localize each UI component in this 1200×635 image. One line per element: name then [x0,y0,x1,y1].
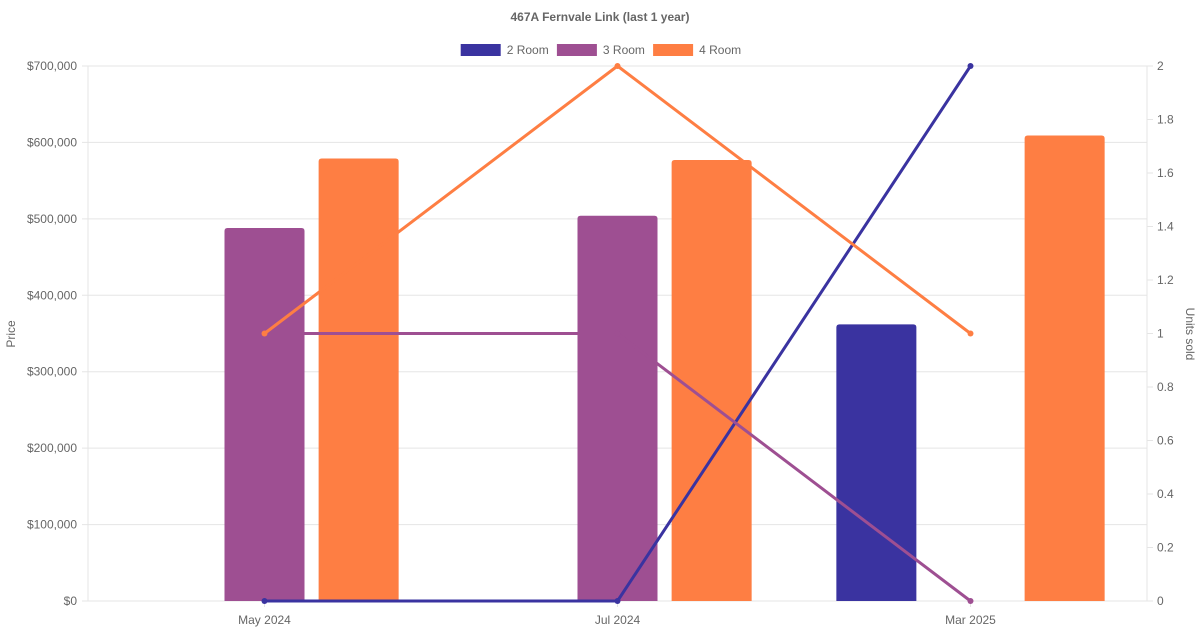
point-3-room-jul-2024[interactable] [614,330,621,337]
legend-item-4-room[interactable]: 4 Room [653,43,741,57]
y-left-tick-label: $500,000 [27,212,77,226]
legend-label: 2 Room [507,43,549,57]
point-4-room-mar-2025[interactable] [967,330,974,337]
bar-3-room-may-2024[interactable] [224,228,305,601]
y-right-tick-label: 0.8 [1157,380,1174,394]
legend-swatch [653,44,694,56]
y-left-tick-label: $400,000 [27,288,77,302]
bar-4-room-may-2024[interactable] [318,158,399,601]
y-left-tick-label: $200,000 [27,441,77,455]
point-3-room-mar-2025[interactable] [967,598,974,604]
y-right-axis-label: Units sold [1183,308,1197,361]
y-left-tick-label: $300,000 [27,365,77,379]
y-right-tick-label: 0 [1157,594,1164,608]
y-right-tick-label: 1.8 [1157,113,1174,127]
y-right-tick-label: 1.6 [1157,166,1174,180]
bar-4-room-jul-2024[interactable] [671,160,752,601]
y-right-tick-label: 0.2 [1157,541,1174,555]
x-tick-label: Mar 2025 [945,613,996,627]
chart-title: 467A Fernvale Link (last 1 year) [511,10,690,24]
bar-3-room-jul-2024[interactable] [577,215,658,602]
bar-2-room-mar-2025[interactable] [836,324,917,601]
x-tick-label: May 2024 [238,613,291,627]
legend-label: 3 Room [603,43,645,57]
legend-item-2-room[interactable]: 2 Room [460,43,549,57]
y-left-axis-label: Price [4,320,18,348]
y-right-tick-label: 1.4 [1157,220,1174,234]
bar-4-room-mar-2025[interactable] [1024,135,1105,602]
y-left-tick-label: $600,000 [27,135,77,149]
month-axis: May 2024 Jul 2024 Mar 2025 [238,613,996,627]
units-axis: 0 0.2 0.4 0.6 0.8 1 1.2 1.4 1.6 1.8 2 [1157,59,1174,608]
y-left-tick-label: $700,000 [27,59,77,73]
legend-swatch [556,44,597,56]
y-right-tick-label: 0.6 [1157,434,1174,448]
y-right-tick-label: 0.4 [1157,487,1174,501]
point-2-room-may-2024[interactable] [261,598,268,604]
y-left-tick-label: $100,000 [27,518,77,532]
legend: 2 Room 3 Room 4 Room [460,43,741,57]
units-lines [261,63,974,604]
legend-item-3-room[interactable]: 3 Room [556,43,645,57]
point-4-room-may-2024[interactable] [261,330,268,337]
x-tick-label: Jul 2024 [595,613,641,627]
point-2-room-mar-2025[interactable] [967,63,974,69]
point-4-room-jul-2024[interactable] [614,63,621,69]
point-2-room-jul-2024[interactable] [614,598,621,604]
legend-label: 4 Room [699,43,741,57]
y-left-tick-label: $0 [64,594,78,608]
legend-swatch [460,44,501,56]
y-right-tick-label: 1 [1157,327,1164,341]
y-right-tick-label: 1.2 [1157,273,1174,287]
price-axis: $0 $100,000 $200,000 $300,000 $400,000 $500,0… [27,59,77,608]
y-right-tick-label: 2 [1157,59,1164,73]
price-bars [224,135,1105,602]
